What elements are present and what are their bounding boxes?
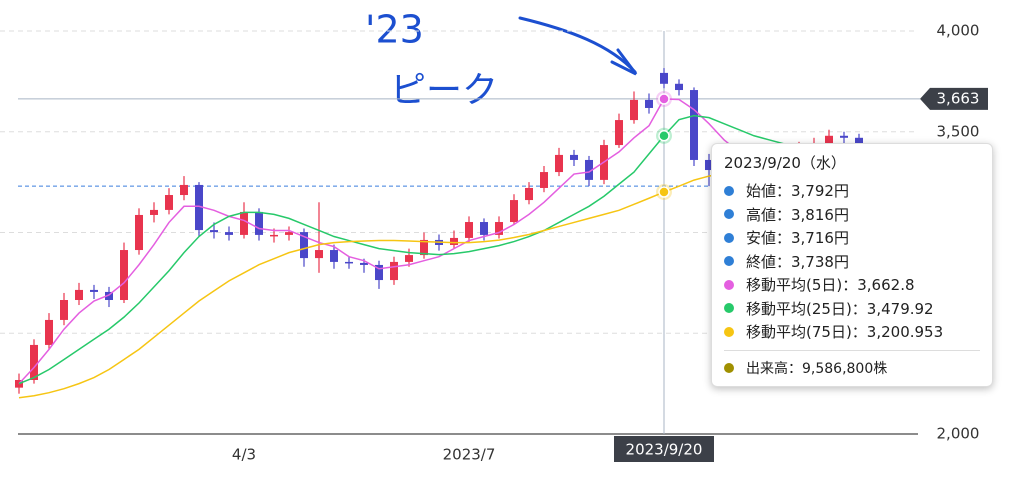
candle-body [150, 209, 158, 215]
legend-dot [724, 185, 734, 196]
candle-body [510, 200, 518, 223]
candle-body [45, 319, 53, 345]
tooltip-row: 高値：3,816円 [724, 203, 980, 227]
tooltip-text: 移動平均(75日)：3,200.953 [746, 323, 944, 342]
volume-dot [724, 363, 734, 374]
annotation-arrow [518, 16, 637, 74]
candle-body [90, 289, 98, 292]
candle-body [525, 187, 533, 201]
candle-body [645, 99, 653, 108]
candle-body [375, 264, 383, 281]
candle-body [825, 135, 833, 144]
candle-body [705, 159, 713, 171]
legend-dot [724, 303, 734, 314]
candle-body [300, 232, 308, 259]
candle-body [390, 261, 398, 281]
legend-dot [724, 232, 734, 243]
crosshair-label-box [920, 87, 988, 110]
candle-body [210, 230, 218, 233]
candle-body [555, 154, 563, 173]
candle-body [840, 135, 848, 138]
candle-body [570, 154, 578, 160]
candle-body [540, 172, 548, 188]
candle-body [465, 222, 473, 238]
y-tick-label: 4,000 [937, 22, 980, 40]
candle-body [240, 211, 248, 235]
annotation-arrowhead [610, 48, 638, 76]
tooltip-text: 始値：3,792円 [746, 182, 849, 201]
candle-body [495, 222, 503, 235]
tooltip-row: 始値：3,792円 [724, 179, 980, 203]
crosshair-dot [658, 186, 670, 198]
tooltip-row: 移動平均(25日)：3,479.92 [724, 297, 980, 321]
legend-dot [724, 326, 734, 337]
candle-body [15, 379, 23, 388]
candle-body [180, 184, 188, 196]
candle-body [450, 237, 458, 245]
annotation: '23 [365, 8, 424, 52]
x-tick-label: 2023/7 [443, 446, 496, 464]
tooltip-text: 高値：3,816円 [746, 205, 849, 224]
candle-body [285, 232, 293, 235]
tooltip-items: 始値：3,792円 高値：3,816円 安値：3,716円 終値：3,738円移動平均… [724, 179, 980, 344]
legend-dot [724, 209, 734, 220]
candle-body [270, 234, 278, 237]
moving-average [18, 114, 905, 385]
tooltip-row: 出来高：9,586,800株 [724, 357, 980, 381]
volume-text: 出来高：9,586,800株 [746, 361, 888, 378]
candle-body [30, 344, 38, 380]
candle-body [120, 250, 128, 301]
legend-dot [724, 256, 734, 267]
candle-body [330, 250, 338, 262]
tooltip-row: 終値：3,738円 [724, 250, 980, 274]
candle-body [585, 159, 593, 180]
candle-body [675, 83, 683, 91]
tooltip-row: 安値：3,716円 [724, 226, 980, 250]
candle-body [615, 120, 623, 146]
candle-body [630, 99, 638, 121]
legend-dot [724, 279, 734, 290]
y-tick-label: 2,000 [937, 425, 980, 443]
tooltip-text: 終値：3,738円 [746, 252, 849, 271]
candle-body [165, 195, 173, 210]
crosshair-dot [658, 93, 670, 105]
tooltip-text: 移動平均(25日)：3,479.92 [746, 299, 934, 318]
candle-body [195, 184, 203, 231]
tooltip-row: 移動平均(5日)：3,662.8 [724, 273, 980, 297]
tooltip-text: 安値：3,716円 [746, 229, 849, 248]
x-label-box [614, 436, 714, 462]
candle-body [420, 239, 428, 256]
candle-body [405, 255, 413, 262]
tooltip-row: 移動平均(75日)：3,200.953 [724, 320, 980, 344]
candle-body [345, 261, 353, 264]
x-tick-label: 4/3 [232, 446, 256, 464]
candle-body [660, 72, 668, 84]
candle-body [480, 222, 488, 235]
y-tick-label: 3,500 [937, 122, 980, 140]
tooltip-text: 移動平均(5日)：3,662.8 [746, 276, 915, 295]
candle-body [60, 300, 68, 320]
candle-body [75, 289, 83, 301]
divider [724, 349, 980, 351]
candle-body [135, 214, 143, 251]
crosshair-label: 3,663 [937, 89, 980, 107]
annotation: ピーク [390, 70, 498, 111]
candle-body [105, 291, 113, 301]
candle-body [360, 262, 368, 265]
crosshair-dot [658, 130, 670, 142]
candle-body [315, 250, 323, 259]
candle-body [225, 232, 233, 235]
candle-body [690, 90, 698, 160]
candle-body [255, 211, 263, 235]
x-tick-label: 2023/9/20 [626, 441, 703, 459]
tooltip: 2023/9/20（水） 始値：3,792円 高値：3,816円 安値：3,716円… [711, 143, 993, 387]
tooltip-title: 2023/9/20（水） [724, 154, 846, 172]
